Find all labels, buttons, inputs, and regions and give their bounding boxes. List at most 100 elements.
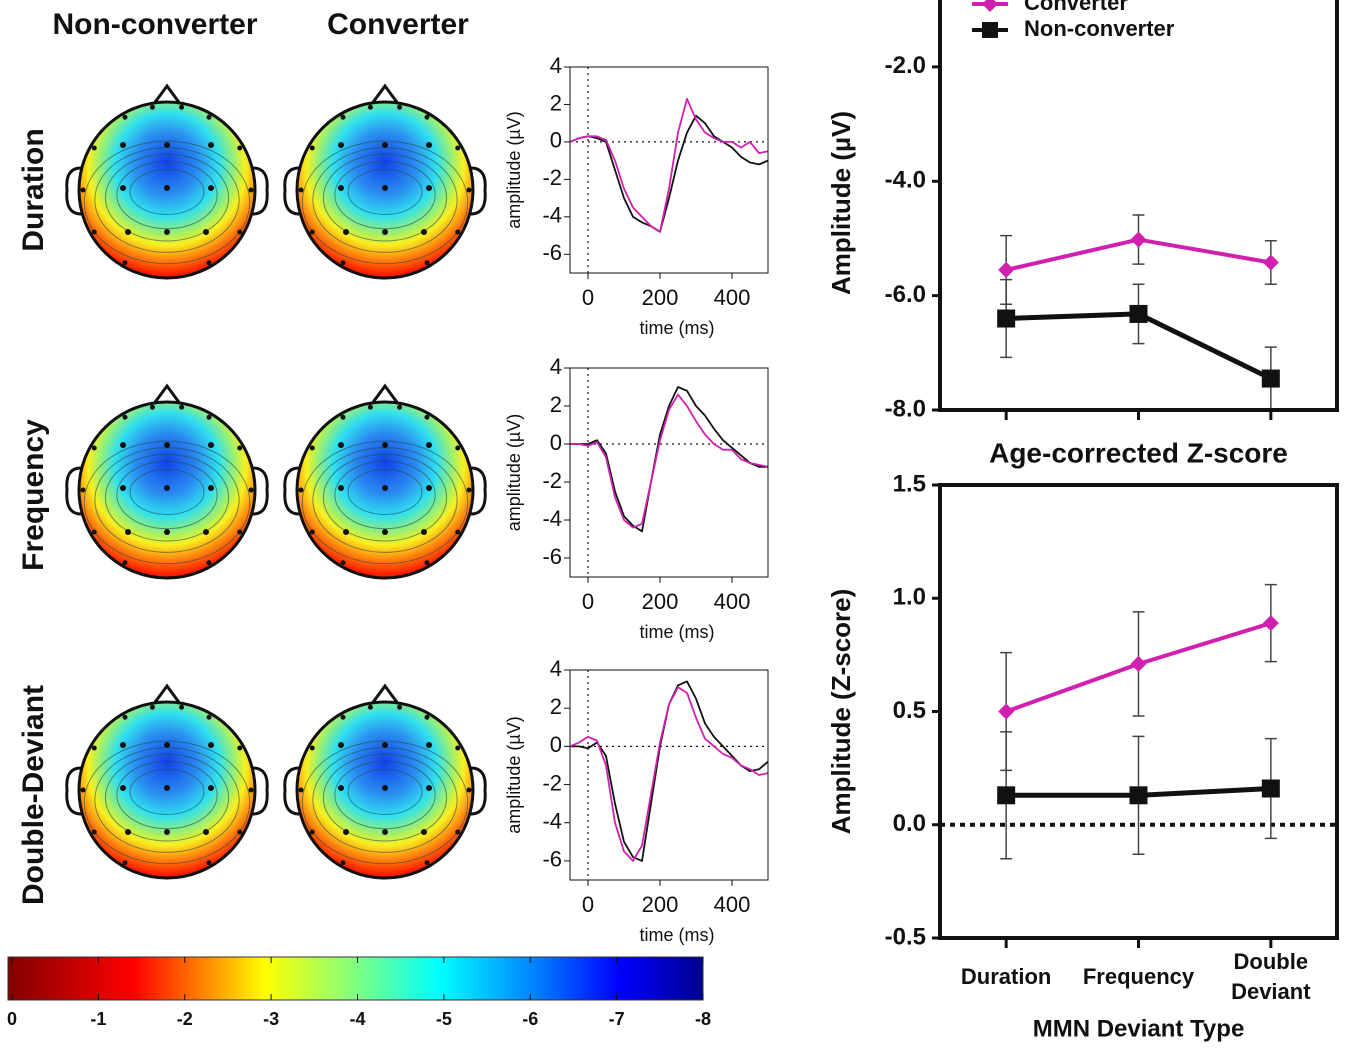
electrode <box>91 229 97 235</box>
electrode <box>164 529 170 535</box>
electrode <box>237 145 243 151</box>
electrode <box>309 829 315 835</box>
electrode <box>237 829 243 835</box>
nose <box>151 83 183 106</box>
marker <box>1261 369 1280 388</box>
contour <box>347 769 423 815</box>
electrode <box>120 785 126 791</box>
electrode <box>424 414 430 420</box>
electrode <box>179 404 185 410</box>
electrode <box>455 229 461 235</box>
y-tick-label: -6 <box>542 240 562 265</box>
colorbar-tick-label: -7 <box>609 1009 625 1029</box>
electrode <box>424 714 430 720</box>
electrode <box>164 185 170 191</box>
colorbar <box>7 956 704 1001</box>
y-tick-label: 4 <box>550 656 562 681</box>
electrode <box>120 442 126 448</box>
electrode <box>466 787 472 793</box>
electrode <box>426 485 432 491</box>
electrode <box>455 529 461 535</box>
x-axis-label: time (ms) <box>640 318 715 338</box>
electrode <box>338 485 344 491</box>
ear <box>65 166 82 216</box>
y-tick-label: 0.5 <box>893 697 926 724</box>
electrode <box>343 829 349 835</box>
series-line <box>569 686 769 862</box>
contour <box>104 153 230 242</box>
electrode <box>208 142 214 148</box>
marker <box>997 786 1016 805</box>
electrode <box>237 529 243 535</box>
ear <box>470 466 487 516</box>
electrode <box>122 260 128 266</box>
colorbar-tick-label: 0 <box>7 1009 17 1029</box>
electrode <box>421 229 427 235</box>
electrode <box>91 145 97 151</box>
contour <box>116 760 218 830</box>
contour <box>116 160 218 230</box>
electrode <box>122 114 128 120</box>
x-tick-label: Duration <box>960 964 1052 989</box>
electrode <box>338 142 344 148</box>
y-tick-label: 0 <box>550 128 562 153</box>
contour <box>334 760 436 830</box>
electrode <box>426 742 432 748</box>
electrode <box>298 487 304 493</box>
electrode <box>338 742 344 748</box>
electrode <box>208 785 214 791</box>
electrode <box>206 114 212 120</box>
marker <box>997 309 1016 328</box>
electrode <box>164 829 170 835</box>
x-tick-label-box: Frequency <box>1082 964 1195 989</box>
electrode <box>125 529 131 535</box>
electrode <box>340 560 346 566</box>
x-axis-label: MMN Deviant Type <box>1033 1015 1245 1042</box>
electrode <box>397 704 403 710</box>
contour <box>322 453 448 542</box>
electrode <box>248 187 254 193</box>
electrode <box>426 185 432 191</box>
electrode <box>382 442 388 448</box>
topomaps <box>65 83 487 880</box>
electrode <box>340 714 346 720</box>
electrode <box>80 787 86 793</box>
ear <box>470 766 487 816</box>
electrode <box>80 487 86 493</box>
y-tick-label: 4 <box>550 354 562 379</box>
legend-label: Non-converter <box>1024 16 1175 41</box>
row-label: Double-Deviant <box>17 685 50 905</box>
nose <box>369 83 401 106</box>
contour <box>83 440 251 565</box>
contour <box>347 469 423 515</box>
electrode <box>424 260 430 266</box>
electrode <box>382 829 388 835</box>
electrode <box>91 829 97 835</box>
ear <box>252 166 269 216</box>
y-axis-label: amplitude (µV) <box>504 716 524 833</box>
electrode <box>206 560 212 566</box>
chart-title: Age-corrected Z-score <box>989 437 1288 468</box>
electrode <box>120 485 126 491</box>
electrode <box>206 260 212 266</box>
x-tick-label: Frequency <box>1082 964 1195 989</box>
marker <box>1262 254 1279 271</box>
electrode <box>120 742 126 748</box>
colorbar-tick-label: -5 <box>436 1009 452 1029</box>
contour <box>83 140 251 265</box>
ear <box>65 766 82 816</box>
row-label: Frequency <box>17 419 50 571</box>
ear <box>65 466 82 516</box>
plot-frame <box>938 0 1339 412</box>
electrode <box>122 714 128 720</box>
electrode <box>382 229 388 235</box>
x-tick-label: 200 <box>642 589 679 614</box>
electrode <box>382 742 388 748</box>
electrode <box>397 104 403 110</box>
electrode <box>164 442 170 448</box>
electrode <box>343 229 349 235</box>
y-tick-label: -2.0 <box>885 52 926 79</box>
y-tick-label: 1.0 <box>893 584 926 611</box>
colorbar-tick-label: -3 <box>263 1009 279 1029</box>
electrode <box>382 142 388 148</box>
